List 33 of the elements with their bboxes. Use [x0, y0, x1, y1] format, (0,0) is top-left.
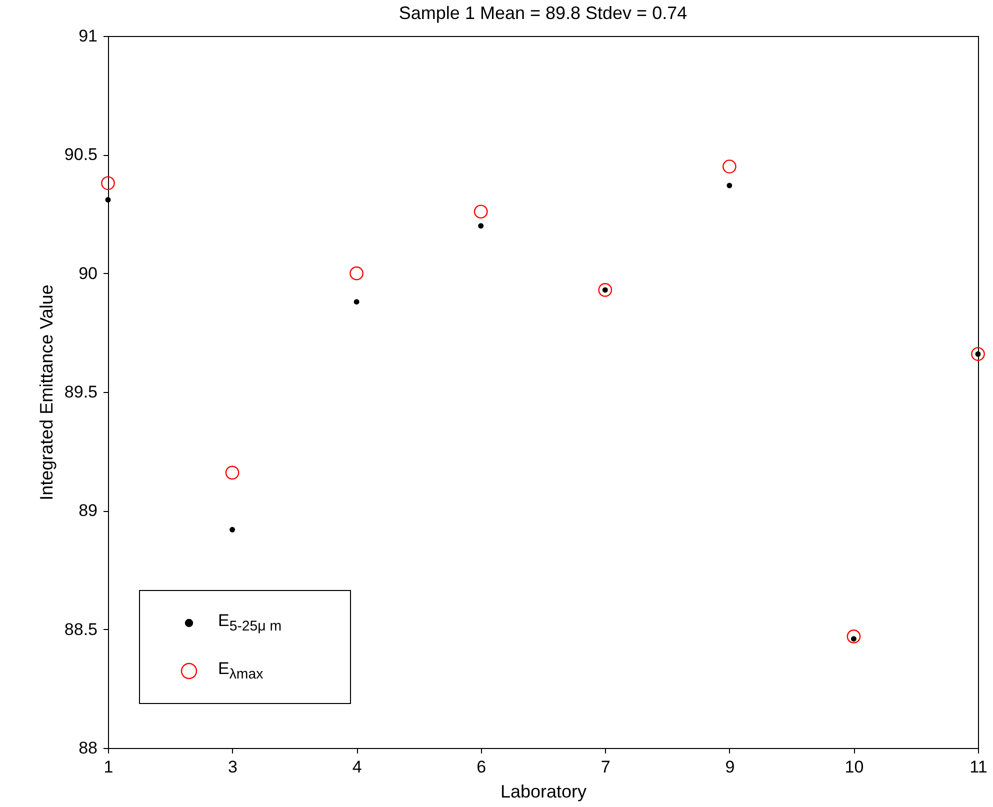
x-tick-label: 1 [104, 758, 114, 776]
y-tick-label: 90 [78, 264, 98, 283]
chart-title: Sample 1 Mean = 89.8 Stdev = 0.74 [398, 3, 688, 23]
y-axis-title: Integrated Emittance Value [36, 284, 56, 500]
point [105, 197, 111, 202]
y-tick-label: 88.5 [64, 620, 98, 639]
point [225, 466, 240, 480]
point [354, 299, 360, 305]
x-tick-label: 3 [228, 758, 238, 776]
point [350, 266, 364, 280]
point [846, 630, 861, 644]
legend-label: E$_{5-25μ m}$ [218, 611, 282, 635]
x-tick-label: 4 [352, 758, 362, 776]
point [971, 347, 985, 361]
y-tick-label: 90.5 [64, 145, 98, 164]
x-tick-label: 9 [725, 758, 735, 776]
point [478, 223, 484, 229]
y-tick-label: 88 [78, 738, 98, 758]
legend-label: E$_{λmax}$ [218, 659, 264, 683]
point [474, 204, 488, 219]
x-axis-title: Laboratory [500, 782, 587, 802]
point [101, 176, 115, 190]
y-tick-label: 91 [78, 26, 98, 46]
point [598, 283, 612, 297]
x-tick-label: 11 [970, 758, 988, 776]
x-tick-label: 10 [844, 758, 864, 776]
y-tick-label: 89 [78, 501, 98, 520]
point [726, 182, 732, 188]
point [230, 526, 236, 532]
x-tick-label: 6 [476, 758, 486, 776]
x-tick-label: 7 [600, 758, 610, 776]
y-tick-label: 89.5 [64, 382, 98, 402]
point [722, 160, 736, 174]
